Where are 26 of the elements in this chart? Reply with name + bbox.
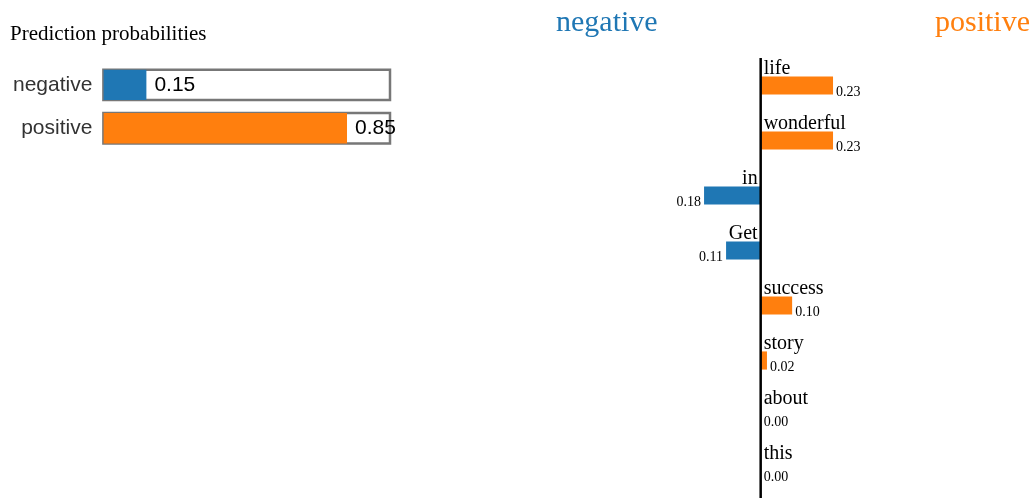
annotation: 0.11 [699, 249, 724, 265]
data-label: 0.85 [355, 115, 396, 139]
data-label: 0.15 [154, 71, 196, 95]
data-label: 0.00 [763, 414, 789, 430]
text: negative [556, 3, 658, 37]
bar [704, 186, 761, 205]
y-tick-label: this [763, 440, 793, 463]
data-label: 0.23 [836, 139, 861, 155]
y-tick-label: success [763, 275, 824, 298]
y-tick-label: life [763, 55, 791, 78]
chart-title: Prediction probabilities [10, 21, 207, 46]
y-tick-label: Get [728, 220, 759, 243]
text: positive [935, 3, 1030, 37]
bar [726, 241, 761, 260]
data-label: 0.00 [763, 469, 789, 485]
y-tick-label: about [763, 385, 809, 408]
data-label: 0.10 [795, 304, 820, 320]
y-tick-label: wonderful [763, 110, 847, 133]
data-label: 0.23 [836, 84, 861, 100]
data-label: 0.02 [769, 359, 795, 375]
bar [760, 131, 834, 150]
bar [760, 296, 793, 315]
annotation: 0.18 [676, 194, 702, 210]
y-tick-label: in [742, 165, 758, 188]
y-tick-label: story [763, 330, 804, 354]
bar [760, 76, 834, 95]
